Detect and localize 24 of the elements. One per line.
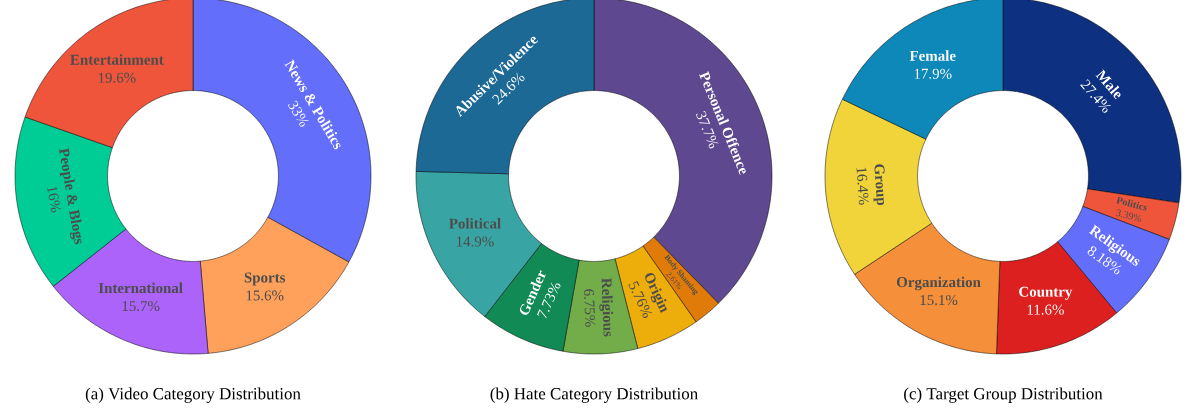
slice-label: Religious xyxy=(599,277,614,337)
slice-label: Organization xyxy=(896,276,981,291)
slice-label: Group xyxy=(873,164,885,206)
text: (b) Hate Category Distribution xyxy=(490,387,698,403)
slice-label: Entertainment xyxy=(70,54,164,65)
slice-label: Country xyxy=(1019,286,1073,300)
text: (a) Video Category Distribution xyxy=(85,387,301,403)
data-label: 15.7% xyxy=(122,300,160,312)
data-label: 19.6% xyxy=(98,72,136,83)
data-label: 17.9% xyxy=(914,68,952,79)
slice-label: International xyxy=(98,282,183,294)
text: (c) Target Group Distribution xyxy=(904,387,1103,403)
slice-label: Political xyxy=(449,218,501,229)
data-label: 16.4% xyxy=(856,167,869,205)
data-label: 16% xyxy=(47,186,61,213)
data-label: 14.9% xyxy=(456,236,494,247)
slice-label: Sports xyxy=(244,272,286,286)
slice-label: Politics xyxy=(1116,196,1147,211)
slice-label: Female xyxy=(909,50,956,61)
data-label: 15.6% xyxy=(246,290,284,301)
data-label: 15.1% xyxy=(920,294,958,306)
data-label: 11.6% xyxy=(1027,304,1064,315)
data-label: 6.75% xyxy=(584,289,596,327)
data-label: 3.39% xyxy=(1115,209,1141,222)
